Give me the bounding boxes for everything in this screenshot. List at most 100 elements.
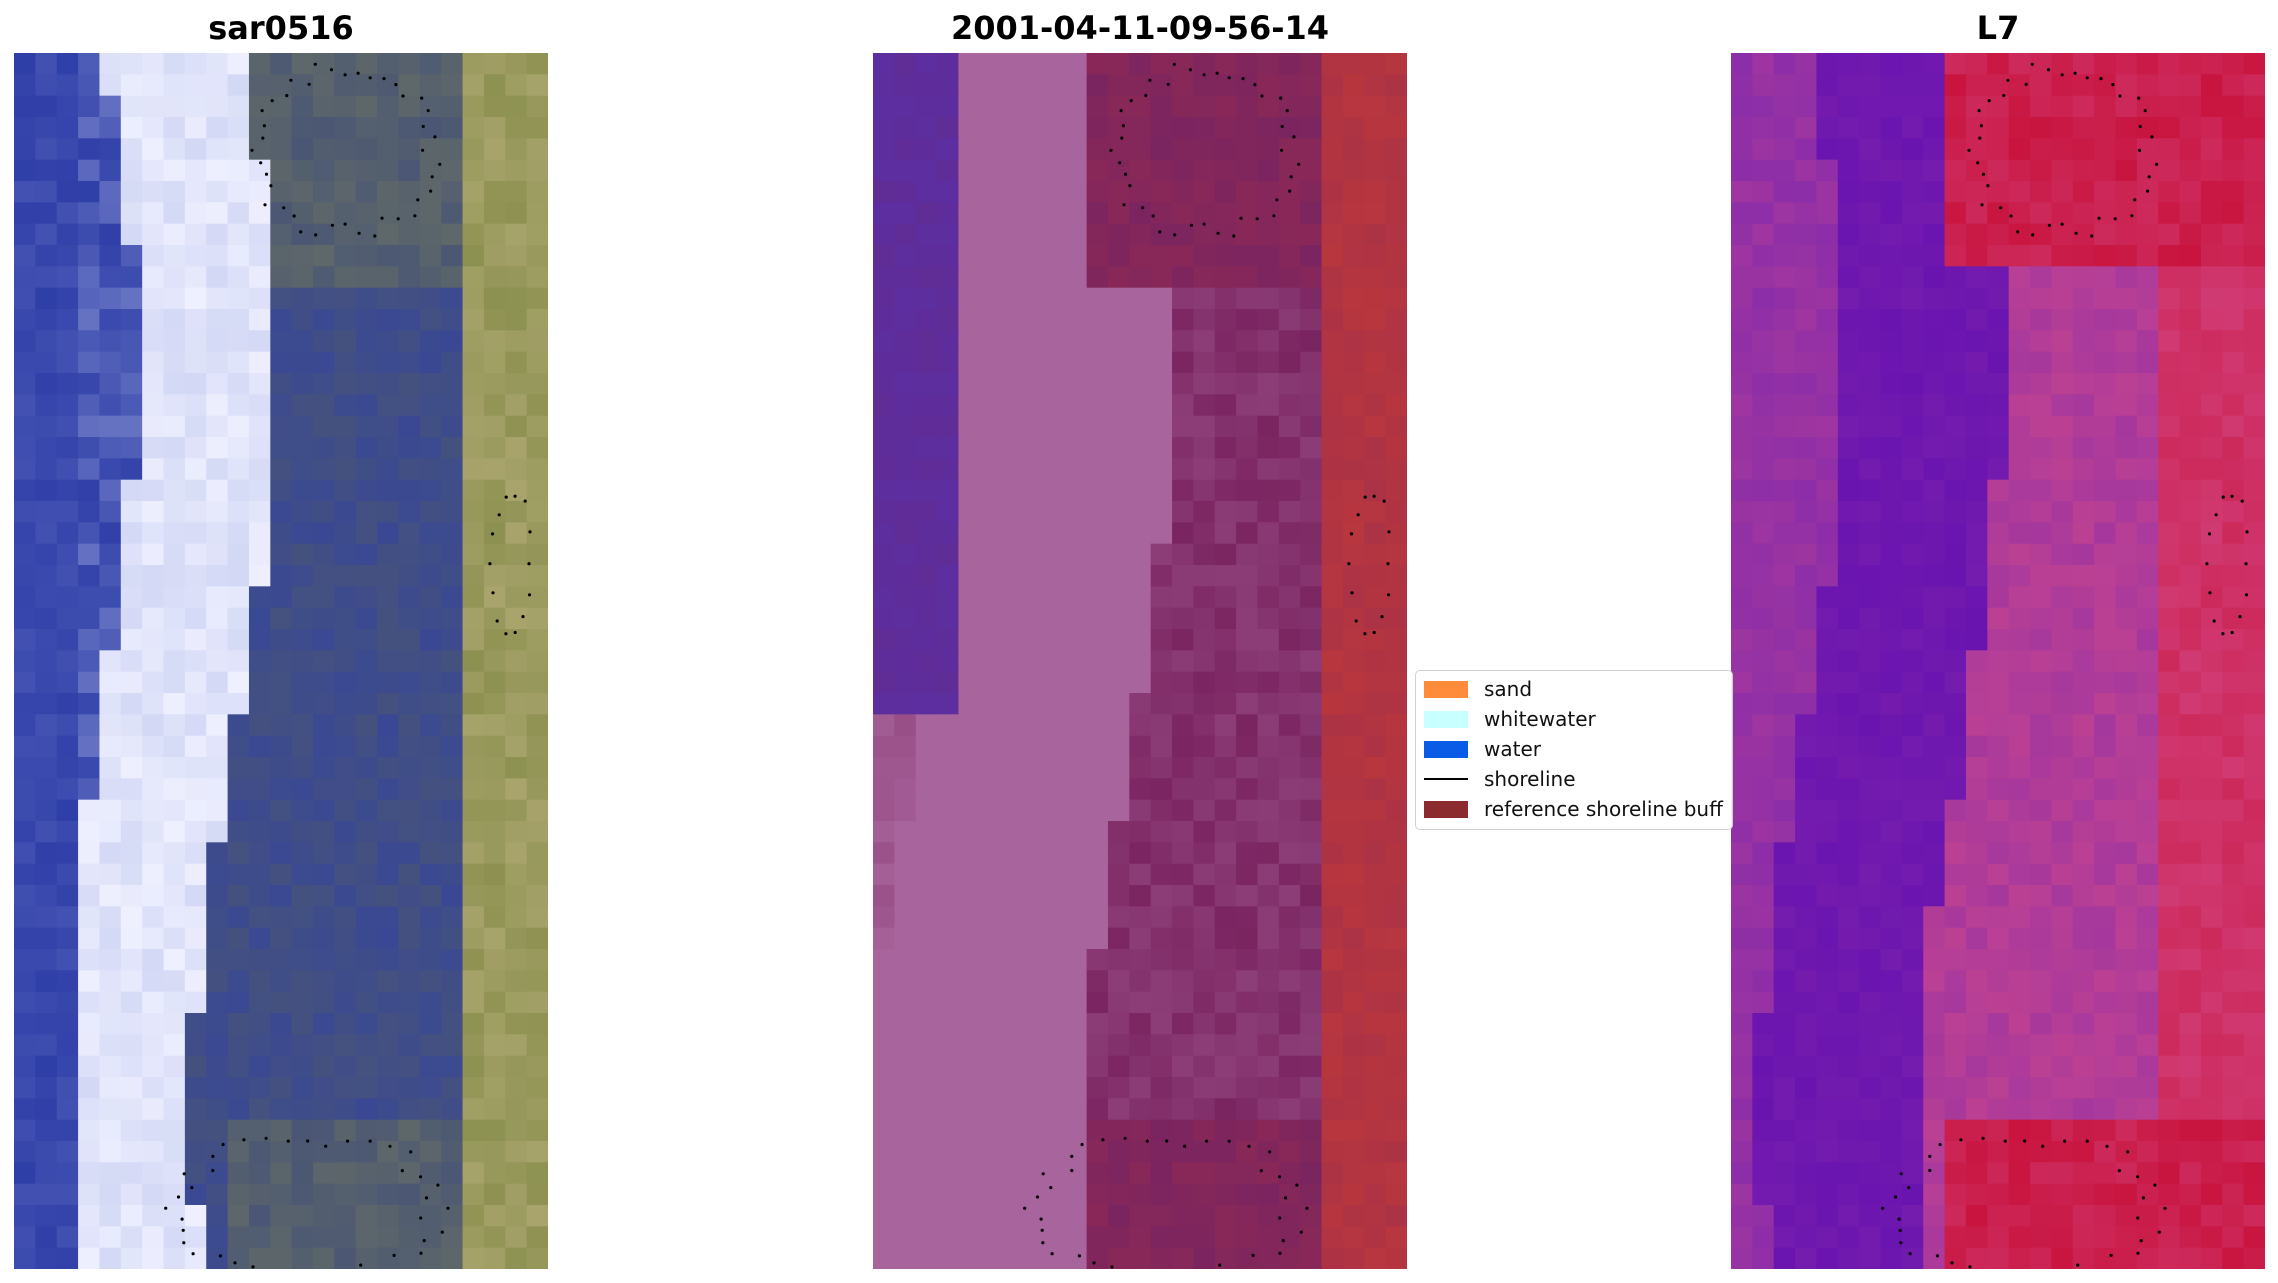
shoreline-point <box>221 1142 225 1147</box>
raster-pixel <box>1752 757 1775 779</box>
raster-pixel <box>1859 714 1882 737</box>
raster-pixel <box>142 138 165 161</box>
raster-pixel <box>142 202 165 225</box>
raster-pixel <box>1731 970 1753 993</box>
raster-pixel <box>377 543 400 566</box>
raster-pixel <box>1859 1119 1882 1142</box>
raster-pixel <box>355 74 378 97</box>
raster-pixel <box>184 1183 207 1206</box>
raster-pixel <box>462 1013 485 1035</box>
raster-pixel <box>206 479 229 502</box>
shoreline-point <box>1285 109 1289 113</box>
raster-pixel <box>1773 1162 1796 1185</box>
raster-pixel <box>1300 1162 1323 1185</box>
raster-pixel <box>979 842 1002 865</box>
raster-pixel <box>1816 1226 1839 1249</box>
raster-pixel <box>99 138 122 161</box>
raster-pixel <box>142 309 165 331</box>
raster-pixel <box>1193 885 1216 907</box>
raster-pixel <box>1150 607 1173 630</box>
raster-pixel <box>1278 138 1301 161</box>
raster-pixel <box>1837 906 1860 929</box>
raster-pixel <box>2008 906 2031 929</box>
raster-pixel <box>1773 159 1796 182</box>
raster-pixel <box>979 821 1002 843</box>
raster-pixel <box>35 74 58 97</box>
raster-pixel <box>1107 245 1130 267</box>
raster-pixel <box>78 1247 101 1269</box>
raster-pixel <box>1965 1119 1988 1142</box>
raster-pixel <box>99 330 122 353</box>
raster-pixel <box>894 202 917 225</box>
raster-pixel <box>1278 821 1301 843</box>
raster-pixel <box>1193 117 1216 139</box>
raster-pixel <box>505 1162 528 1185</box>
shoreline-point <box>1165 1139 1169 1143</box>
raster-pixel <box>2051 1013 2074 1035</box>
raster-pixel <box>873 863 895 886</box>
raster-pixel <box>1342 991 1365 1014</box>
raster-pixel <box>334 522 357 545</box>
shoreline-point <box>528 530 532 534</box>
raster-pixel <box>142 74 165 97</box>
raster-pixel <box>1043 757 1066 779</box>
raster-pixel <box>1752 53 1775 75</box>
raster-pixel <box>2072 607 2095 630</box>
raster-pixel <box>441 949 464 971</box>
shoreline-point <box>495 619 499 623</box>
raster-pixel <box>915 650 938 673</box>
raster-pixel <box>14 117 36 139</box>
raster-pixel <box>1065 181 1088 203</box>
shoreline-point <box>2090 234 2094 238</box>
raster-pixel <box>1043 287 1066 310</box>
raster-pixel <box>1107 927 1130 950</box>
raster-pixel <box>483 1034 506 1057</box>
raster-pixel <box>270 565 293 587</box>
raster-pixel <box>163 522 186 545</box>
raster-pixel <box>483 1055 506 1078</box>
raster-pixel <box>505 159 528 182</box>
raster-pixel <box>1987 74 2010 97</box>
raster-pixel <box>270 437 293 459</box>
raster-pixel <box>1795 778 1818 801</box>
raster-pixel <box>1923 949 1946 971</box>
shoreline-point <box>2073 71 2077 75</box>
raster-pixel <box>14 735 36 758</box>
raster-pixel <box>2115 287 2138 310</box>
raster-pixel <box>227 1141 250 1163</box>
raster-pixel <box>979 223 1002 246</box>
raster-pixel <box>1043 95 1066 118</box>
raster-pixel <box>1236 181 1259 203</box>
raster-pixel <box>142 671 165 694</box>
raster-pixel <box>35 117 58 139</box>
raster-pixel <box>1172 735 1194 758</box>
raster-pixel <box>441 1162 464 1185</box>
raster-pixel <box>142 970 165 993</box>
raster-pixel <box>398 373 421 395</box>
raster-pixel <box>1257 351 1280 374</box>
raster-pixel <box>227 95 250 118</box>
raster-pixel <box>958 1055 981 1078</box>
raster-pixel <box>206 650 229 673</box>
raster-pixel <box>419 138 442 161</box>
raster-pixel <box>1837 671 1860 694</box>
raster-pixel <box>1278 607 1301 630</box>
raster-pixel <box>979 309 1002 331</box>
raster-pixel <box>1364 522 1387 545</box>
raster-pixel <box>1880 309 1903 331</box>
raster-pixel <box>1987 309 2010 331</box>
raster-pixel <box>1150 117 1173 139</box>
raster-pixel <box>1257 927 1280 950</box>
raster-pixel <box>1944 821 1967 843</box>
raster-pixel <box>1321 501 1344 523</box>
raster-pixel <box>1944 501 1967 523</box>
raster-pixel <box>1172 74 1194 97</box>
raster-pixel <box>2222 202 2245 225</box>
raster-pixel <box>1965 607 1988 630</box>
raster-pixel <box>2030 821 2052 843</box>
raster-pixel <box>1752 202 1775 225</box>
raster-pixel <box>1923 863 1946 886</box>
raster-pixel <box>1816 906 1839 929</box>
raster-pixel <box>1837 607 1860 630</box>
shoreline-point <box>1070 1168 1074 1173</box>
